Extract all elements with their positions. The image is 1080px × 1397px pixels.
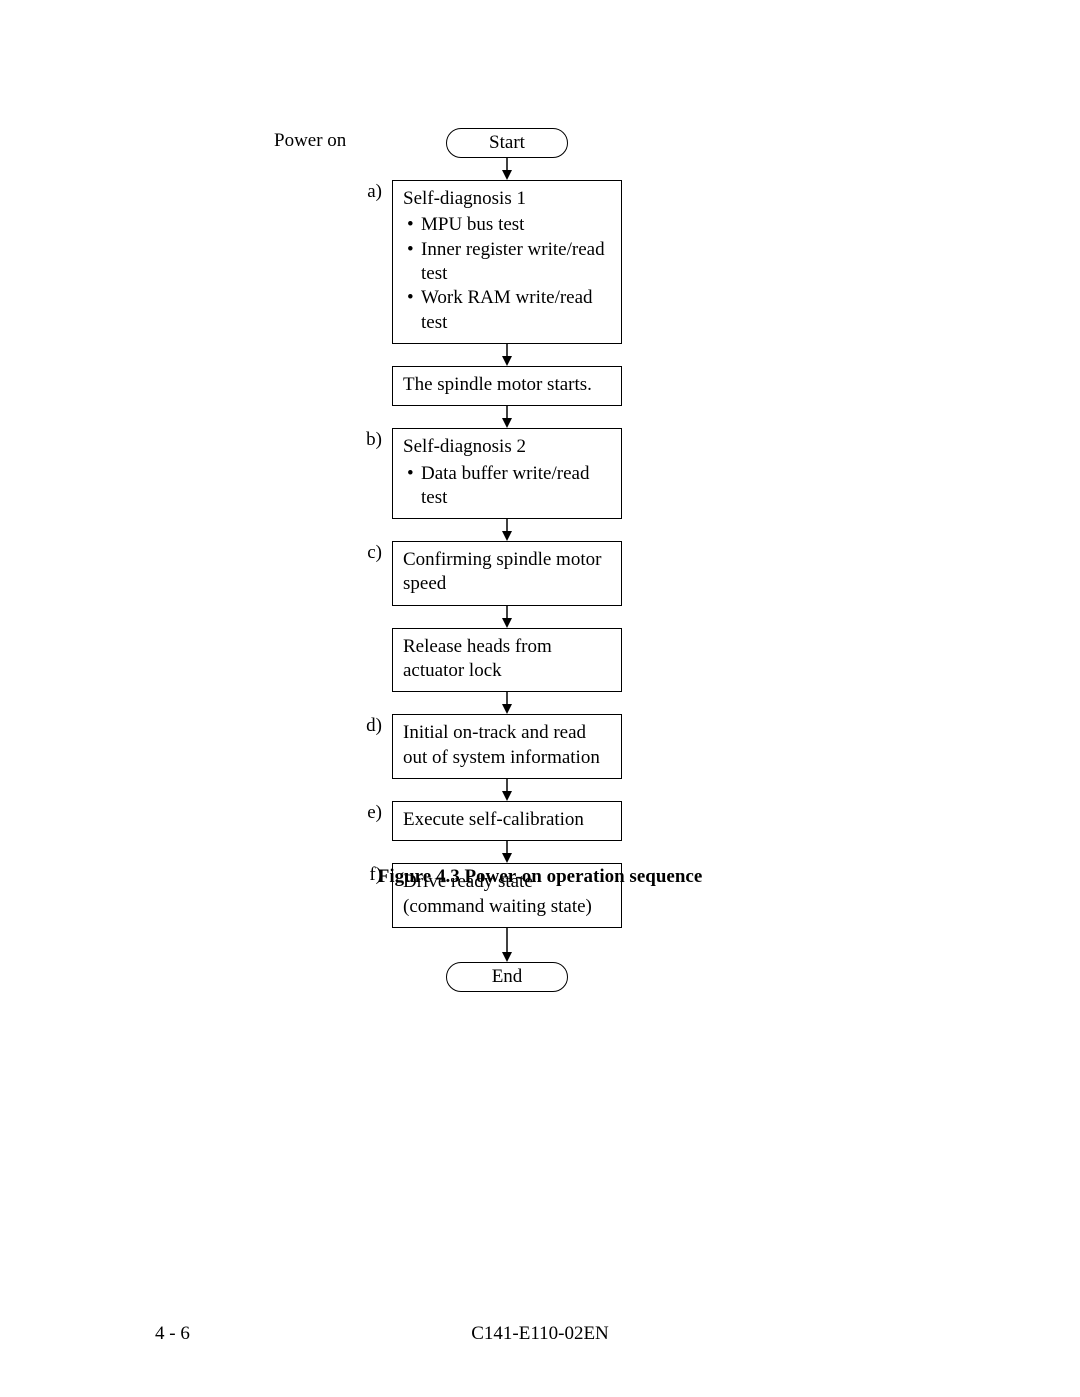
step-b: b) Self-diagnosis 2 Data buffer write/re… bbox=[350, 428, 730, 519]
step-box: Confirming spindle motor speed bbox=[392, 541, 622, 606]
step-box: Initial on-track and read out of system … bbox=[392, 714, 622, 779]
step-box: The spindle motor starts. bbox=[392, 366, 622, 406]
arrow bbox=[392, 406, 622, 428]
arrow bbox=[392, 692, 622, 714]
step-title: Execute self-calibration bbox=[403, 808, 611, 832]
step-title: Self-diagnosis 1 bbox=[403, 187, 611, 211]
arrow bbox=[392, 841, 622, 863]
step-title: Release heads from actuator lock bbox=[403, 635, 611, 684]
start-terminator: Start bbox=[446, 128, 568, 158]
end-row: End bbox=[350, 962, 730, 992]
step-bullet: Data buffer write/read test bbox=[421, 462, 611, 511]
step-a: a) Self-diagnosis 1 MPU bus test Inner r… bbox=[350, 180, 730, 344]
arrow bbox=[392, 606, 622, 628]
arrow bbox=[392, 344, 622, 366]
step-bullet: Inner register write/read test bbox=[421, 238, 611, 287]
arrow bbox=[392, 928, 622, 962]
arrow bbox=[392, 519, 622, 541]
step-bullet: Work RAM write/read test bbox=[421, 286, 611, 335]
step-bullet: MPU bus test bbox=[421, 213, 611, 237]
arrow bbox=[392, 158, 622, 180]
step-spindle-start: The spindle motor starts. bbox=[350, 366, 730, 406]
start-row: Power on Start bbox=[350, 128, 730, 158]
step-title: Confirming spindle motor speed bbox=[403, 548, 611, 597]
step-letter: e) bbox=[350, 801, 392, 826]
step-letter: c) bbox=[350, 541, 392, 566]
step-letter: a) bbox=[350, 180, 392, 205]
step-title: Self-diagnosis 2 bbox=[403, 435, 611, 459]
flowchart: Power on Start a) Self-diagnosis 1 MPU b… bbox=[350, 128, 730, 992]
step-title: Initial on-track and read out of system … bbox=[403, 721, 611, 770]
step-e: e) Execute self-calibration bbox=[350, 801, 730, 841]
step-c: c) Confirming spindle motor speed bbox=[350, 541, 730, 606]
page: Power on Start a) Self-diagnosis 1 MPU b… bbox=[0, 0, 1080, 1397]
end-terminator: End bbox=[446, 962, 568, 992]
arrow bbox=[392, 779, 622, 801]
step-box: Self-diagnosis 1 MPU bus test Inner regi… bbox=[392, 180, 622, 344]
step-letter: b) bbox=[350, 428, 392, 453]
step-release-heads: Release heads from actuator lock bbox=[350, 628, 730, 693]
figure-caption: Figure 4.3 Power-on operation sequence bbox=[0, 866, 1080, 888]
step-letter: d) bbox=[350, 714, 392, 739]
step-title: The spindle motor starts. bbox=[403, 373, 611, 397]
power-on-label: Power on bbox=[274, 130, 346, 152]
step-box: Self-diagnosis 2 Data buffer write/read … bbox=[392, 428, 622, 519]
doc-id: C141-E110-02EN bbox=[0, 1323, 1080, 1345]
step-box: Execute self-calibration bbox=[392, 801, 622, 841]
step-box: Release heads from actuator lock bbox=[392, 628, 622, 693]
step-d: d) Initial on-track and read out of syst… bbox=[350, 714, 730, 779]
